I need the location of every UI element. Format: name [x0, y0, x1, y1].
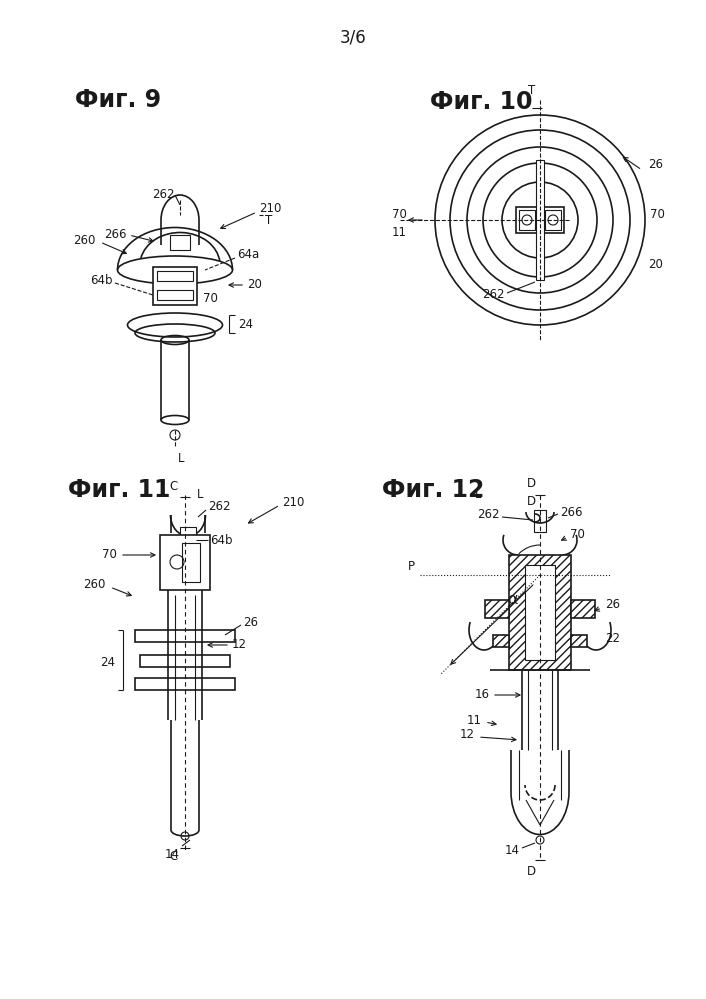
Bar — [571, 600, 595, 618]
Bar — [485, 600, 509, 618]
Bar — [525, 565, 555, 660]
Text: L: L — [178, 452, 184, 465]
Bar — [135, 630, 235, 642]
Text: 20: 20 — [648, 259, 663, 272]
Text: α: α — [507, 592, 517, 607]
Text: Фиг. 10: Фиг. 10 — [430, 90, 532, 114]
Text: Фиг. 12: Фиг. 12 — [382, 478, 484, 502]
Text: 266: 266 — [104, 229, 127, 242]
Text: 26: 26 — [605, 598, 620, 611]
Bar — [180, 527, 196, 537]
Text: L: L — [197, 488, 203, 500]
Text: C: C — [169, 849, 178, 862]
Text: Фиг. 11: Фиг. 11 — [68, 478, 170, 502]
Text: 70: 70 — [650, 209, 665, 222]
Bar — [534, 510, 546, 532]
Text: 14: 14 — [165, 848, 180, 861]
Text: 266: 266 — [560, 505, 582, 518]
Bar — [182, 543, 200, 582]
Text: T: T — [528, 84, 535, 97]
Bar — [571, 635, 587, 647]
Text: T: T — [265, 214, 273, 227]
Text: 70: 70 — [392, 209, 407, 222]
Text: D: D — [527, 865, 536, 878]
Text: 262: 262 — [477, 508, 500, 521]
Text: 26: 26 — [243, 615, 258, 628]
Text: 260: 260 — [73, 234, 95, 247]
Text: P: P — [408, 560, 415, 573]
Text: 12: 12 — [232, 638, 247, 651]
Text: 70: 70 — [203, 292, 218, 305]
Text: D: D — [527, 477, 536, 490]
Bar — [157, 271, 193, 281]
Bar — [509, 555, 571, 670]
Bar — [153, 267, 197, 305]
Bar — [135, 678, 235, 690]
Bar — [160, 535, 210, 590]
Text: 64b: 64b — [90, 274, 113, 287]
Text: 262: 262 — [208, 500, 230, 513]
Bar — [157, 290, 193, 300]
Text: 210: 210 — [259, 202, 282, 215]
Text: D: D — [527, 495, 536, 508]
Text: 260: 260 — [83, 578, 105, 591]
Text: 70: 70 — [102, 548, 117, 561]
Text: 24: 24 — [238, 319, 253, 332]
Text: 210: 210 — [282, 497, 304, 509]
Text: 262: 262 — [152, 189, 175, 202]
Text: 26: 26 — [648, 159, 663, 172]
Text: Фиг. 9: Фиг. 9 — [75, 88, 161, 112]
Text: 14: 14 — [505, 843, 520, 856]
Text: 20: 20 — [247, 279, 262, 292]
Text: 11: 11 — [467, 713, 482, 726]
Bar — [519, 210, 535, 230]
Text: 11: 11 — [392, 226, 407, 239]
Text: 24: 24 — [100, 655, 115, 668]
Text: 12: 12 — [460, 728, 475, 741]
Text: 16: 16 — [475, 688, 490, 701]
Bar — [516, 207, 564, 233]
Bar — [170, 235, 190, 250]
Bar — [545, 210, 561, 230]
Text: L: L — [475, 488, 481, 500]
Text: 3/6: 3/6 — [340, 29, 366, 47]
Bar — [536, 160, 544, 280]
Text: 64b: 64b — [210, 533, 232, 546]
Text: 22: 22 — [605, 631, 620, 644]
Text: 64a: 64a — [237, 249, 259, 262]
Bar — [493, 635, 509, 647]
Text: C: C — [169, 481, 178, 494]
Text: 262: 262 — [482, 289, 505, 302]
Text: 70: 70 — [570, 528, 585, 541]
Bar — [140, 655, 230, 667]
